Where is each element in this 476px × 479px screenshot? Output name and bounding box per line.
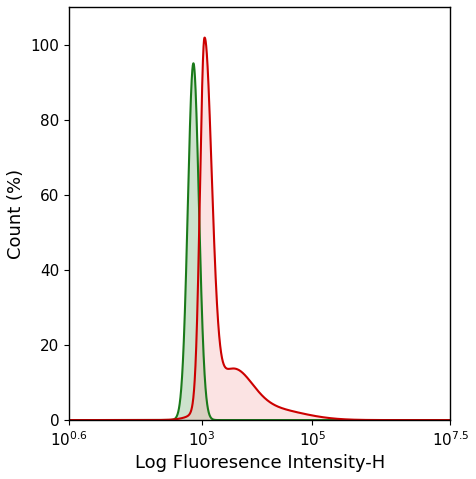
Y-axis label: Count (%): Count (%): [7, 169, 25, 259]
X-axis label: Log Fluoresence Intensity-H: Log Fluoresence Intensity-H: [135, 454, 385, 472]
